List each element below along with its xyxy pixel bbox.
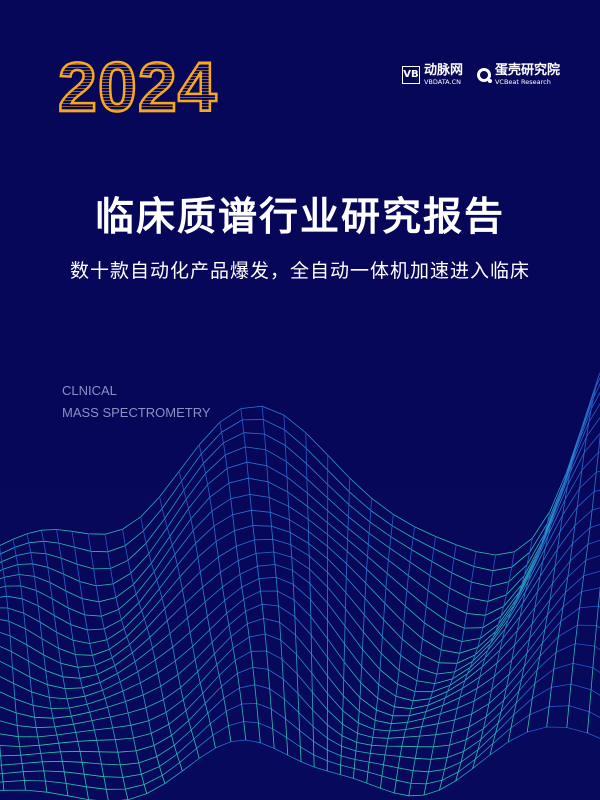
mesh-line [0,742,5,791]
mesh-line [394,536,436,794]
logo-group: VB 动脉网 VBDATA.CN 蛋壳研究院 VCBeat Research [401,63,560,86]
mesh-line [566,433,600,728]
vb-logo-icon: VB [401,65,420,84]
mesh-line [366,514,394,784]
mesh-line [326,455,329,772]
mesh-line [353,498,372,779]
mesh-line [408,544,457,796]
mesh-line [283,415,302,762]
mesh-line [261,406,289,756]
mesh-line [380,526,415,789]
mesh-line [507,471,568,742]
english-title: CLNICAL MASS SPECTROMETRY [62,380,211,424]
mesh-line [26,533,69,796]
mesh-line [526,424,584,733]
report-subtitle: 数十款自动化产品爆发，全自动一体机加速进入临床 [69,260,530,282]
mesh-line [159,496,216,749]
vcbeat-ring-icon [476,67,492,83]
english-title-line-2: MASS SPECTROMETRY [62,405,211,420]
mesh-line [489,511,551,755]
mesh-line [122,529,183,772]
mesh-line [0,587,600,729]
mesh-line [305,432,315,768]
english-title-line-1: CLNICAL [62,383,117,398]
mesh-line [178,471,232,742]
vcbeat-name-en: VCBeat Research [494,78,551,86]
year-heading: 2024 [57,48,218,126]
mesh-line [546,377,599,728]
mesh-line [71,531,129,800]
mesh-line [104,534,166,784]
mesh-line [0,471,600,664]
mesh-line [0,432,600,642]
mesh-line [240,408,275,749]
vcbeat-name-cn: 蛋壳研究院 [494,63,560,78]
vbdata-name-en: VBDATA.CN [423,78,461,86]
mesh-line [0,416,600,629]
mesh-line [87,533,148,794]
mesh-line [423,551,477,796]
mesh-line [472,538,533,769]
mesh-line [0,546,26,791]
mesh-line [198,444,247,741]
mesh-line [0,376,600,572]
mesh-line [12,539,48,793]
mesh-line [41,530,89,800]
mesh-line [587,585,600,734]
vbdata-logo: VB 动脉网 VBDATA.CN [401,63,463,86]
mesh-line [339,478,351,775]
mesh-line [140,516,200,759]
vcbeat-logo: 蛋壳研究院 VCBeat Research [476,63,560,86]
mesh-line [0,507,600,685]
mesh-line [219,422,261,743]
report-title: 临床质谱行业研究报告 [94,195,505,240]
mesh-line [0,372,600,556]
mesh-line [439,554,496,791]
mesh-line [56,529,109,800]
vbdata-name-cn: 动脉网 [423,63,463,78]
mesh-line [455,551,515,782]
